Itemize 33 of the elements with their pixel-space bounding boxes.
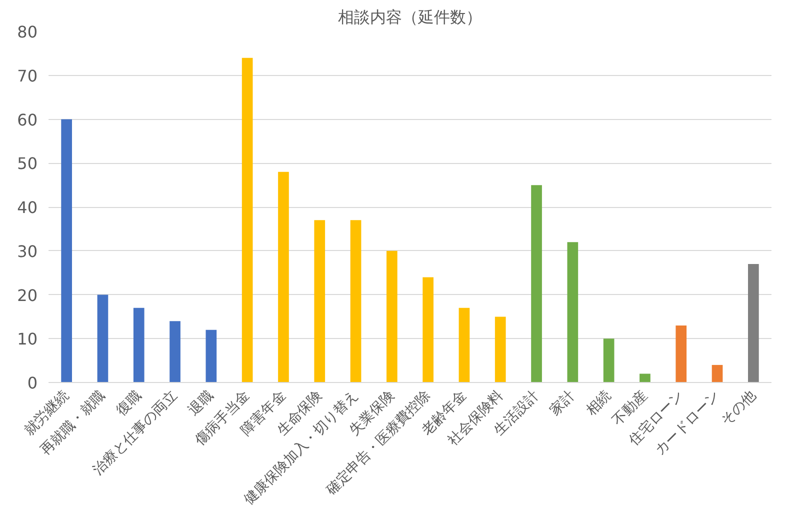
bar xyxy=(97,294,108,382)
bar xyxy=(531,185,542,382)
x-tick-label: 家計 xyxy=(547,388,578,419)
bar xyxy=(242,58,253,382)
y-tick-label: 50 xyxy=(17,154,38,174)
bar xyxy=(170,321,180,382)
y-tick-label: 10 xyxy=(17,330,38,349)
bar xyxy=(640,374,650,382)
chart-title: 相談内容（延件数） xyxy=(338,8,482,26)
bar xyxy=(386,250,398,382)
x-tick-label: その他 xyxy=(718,388,760,429)
y-tick-label: 20 xyxy=(17,286,38,305)
bar xyxy=(61,119,72,382)
bar xyxy=(206,330,217,382)
bar xyxy=(712,364,723,382)
bar xyxy=(314,220,326,382)
y-tick-label: 70 xyxy=(17,66,38,86)
y-tick-label: 60 xyxy=(17,110,38,130)
bar xyxy=(133,308,144,382)
y-tick-label: 30 xyxy=(17,242,38,261)
bar xyxy=(494,316,506,382)
bar xyxy=(603,338,614,382)
bar xyxy=(422,277,434,382)
y-tick-label: 40 xyxy=(17,198,38,217)
y-tick-label: 0 xyxy=(27,374,38,392)
bar xyxy=(350,220,362,382)
bar xyxy=(458,308,470,382)
bar xyxy=(676,325,687,382)
x-tick-label: 復職 xyxy=(113,388,145,419)
y-tick-label: 80 xyxy=(17,22,38,42)
bar xyxy=(567,242,578,382)
bar xyxy=(278,172,289,382)
bar xyxy=(748,264,759,382)
